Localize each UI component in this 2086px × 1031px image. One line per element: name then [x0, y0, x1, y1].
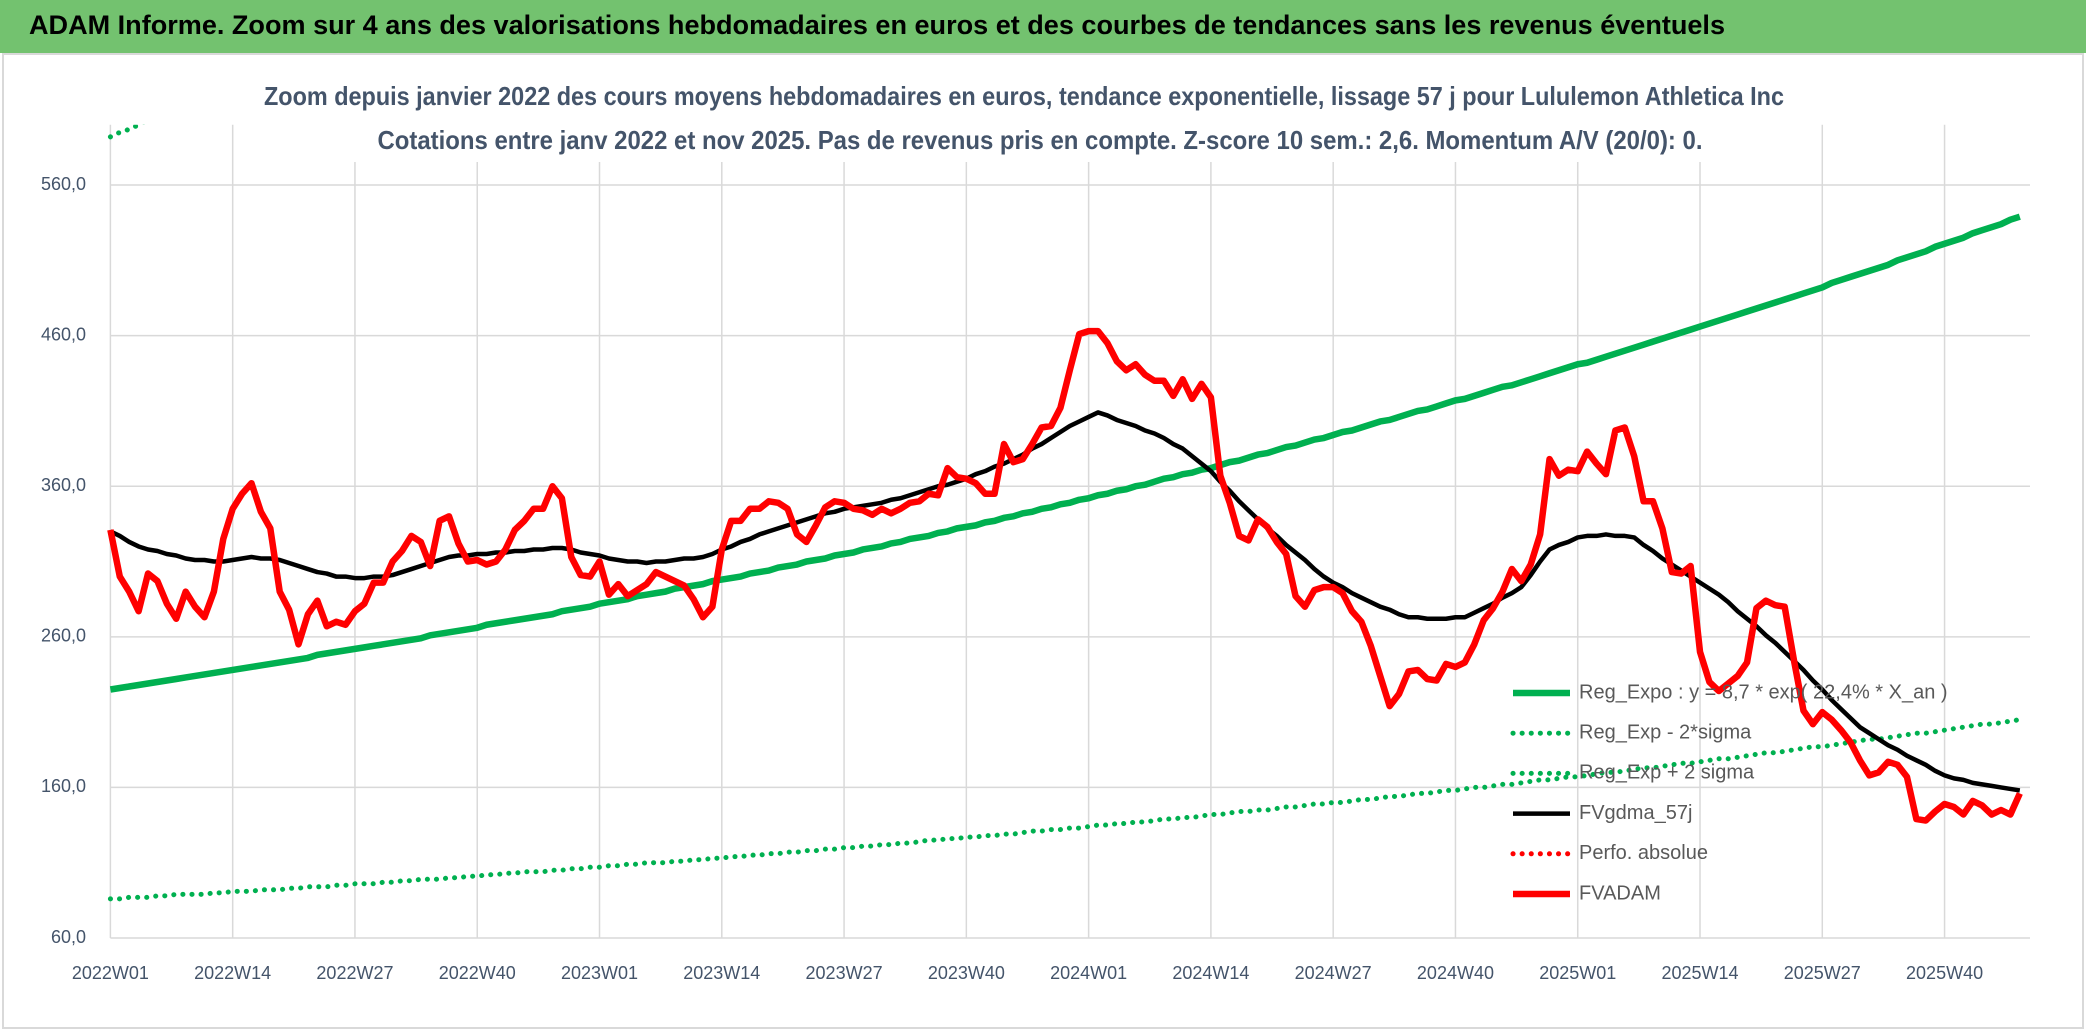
x-tick-label: 2023W40 [928, 963, 1005, 983]
page-title: ADAM Informe. Zoom sur 4 ans des valoris… [29, 10, 1725, 40]
x-tick-label: 2023W14 [683, 963, 760, 983]
x-tick-label: 2024W01 [1050, 963, 1127, 983]
series-line [109, 213, 2021, 693]
x-tick-label: 2024W27 [1295, 963, 1372, 983]
y-tick-label: 360,0 [41, 475, 86, 495]
x-tick-label: 2025W27 [1784, 963, 1861, 983]
y-tick-label: 160,0 [41, 776, 86, 796]
x-tick-label: 2023W01 [561, 963, 638, 983]
banner [0, 0, 2086, 53]
chart-area [2, 53, 2084, 1029]
x-tick-label: 2023W27 [806, 963, 883, 983]
chart-subtitle: Cotations entre janv 2022 et nov 2025. P… [378, 125, 1703, 155]
x-tick-label: 2024W40 [1417, 963, 1494, 983]
x-tick-label: 2024W14 [1172, 963, 1249, 983]
x-tick-label: 2022W40 [439, 963, 516, 983]
x-tick-label: 2025W14 [1661, 963, 1738, 983]
title-box [266, 78, 1812, 162]
legend-label: Reg_Expo : y = 8,7 * exp( 22,4% * X_an ) [1579, 681, 1948, 703]
y-tick-label: 560,0 [41, 174, 86, 194]
legend-label: Reg_Exp + 2 sigma [1579, 762, 1755, 784]
x-tick-label: 2022W01 [72, 963, 149, 983]
x-tick-label: 2022W27 [316, 963, 393, 983]
legend-label: FVADAM [1579, 882, 1661, 904]
y-tick-label: 460,0 [41, 324, 86, 344]
x-tick-label: 2022W14 [194, 963, 271, 983]
x-tick-label: 2025W40 [1906, 963, 1983, 983]
legend-label: FVgdma_57j [1579, 802, 1692, 824]
legend-label: Reg_Exp - 2*sigma [1579, 721, 1752, 743]
y-tick-label: 60,0 [51, 927, 86, 947]
series-line [107, 327, 2023, 824]
legend-label: Perfo. absolue [1579, 842, 1708, 864]
chart-title: Zoom depuis janvier 2022 des cours moyen… [264, 81, 1784, 111]
x-tick-label: 2025W01 [1539, 963, 1616, 983]
series-line [107, 717, 2023, 902]
y-tick-label: 260,0 [41, 626, 86, 646]
